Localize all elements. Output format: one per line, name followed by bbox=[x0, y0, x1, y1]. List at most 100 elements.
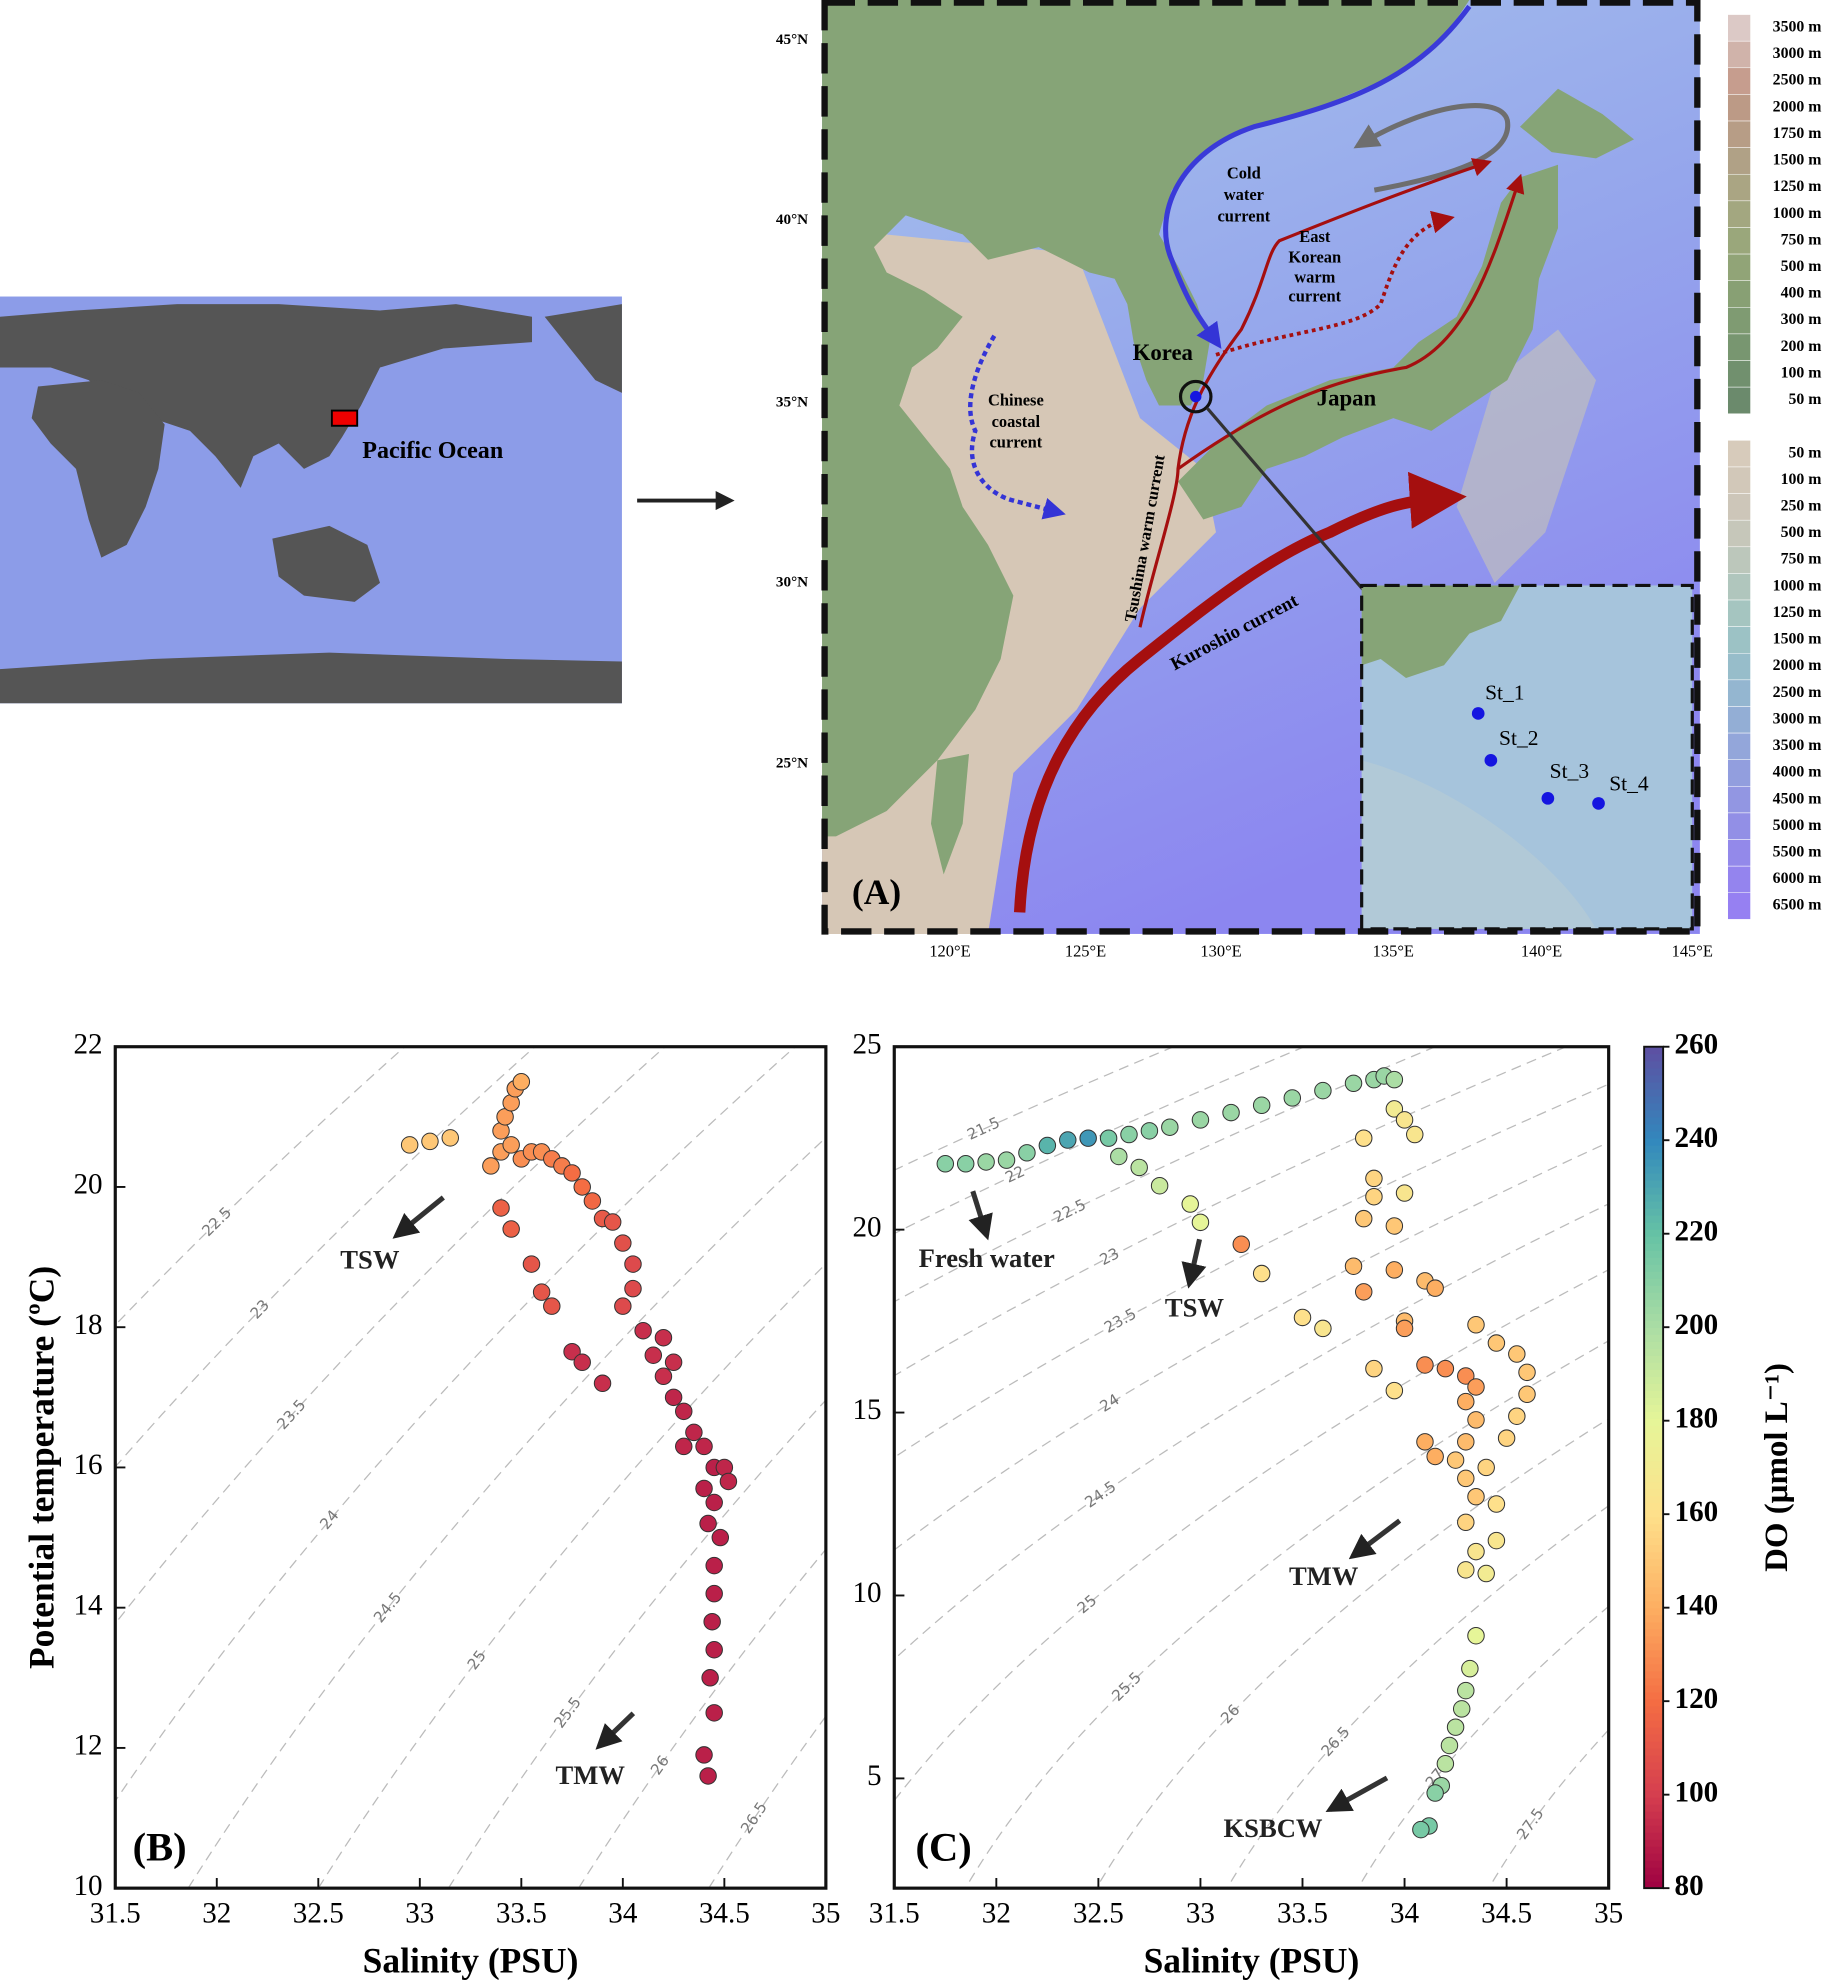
legend-label: 2000 m bbox=[1773, 98, 1822, 115]
legend-label: 2500 m bbox=[1773, 684, 1822, 701]
annotation: Fresh water bbox=[919, 1243, 1055, 1273]
annotation: TSW bbox=[1165, 1292, 1225, 1322]
chinese-coastal-current bbox=[968, 334, 1066, 520]
colorbar-step bbox=[1644, 1881, 1664, 1889]
x-tick-label: 32.5 bbox=[293, 1898, 344, 1930]
place-label: Korea bbox=[1133, 340, 1194, 365]
data-point bbox=[1467, 1626, 1485, 1645]
study-site-circle bbox=[1178, 379, 1213, 414]
data-point bbox=[1110, 1147, 1128, 1166]
data-point bbox=[685, 1423, 703, 1442]
data-point bbox=[1344, 1257, 1363, 1275]
colorbar-step bbox=[1644, 1327, 1664, 1335]
data-point bbox=[1314, 1081, 1332, 1100]
legend-label: 2500 m bbox=[1773, 72, 1822, 89]
isopycnal bbox=[447, 1399, 826, 1889]
colorbar-step bbox=[1644, 1495, 1664, 1504]
annotation-arrow bbox=[595, 1711, 636, 1750]
data-point bbox=[1395, 1319, 1414, 1338]
isopycnal bbox=[187, 1136, 826, 1889]
annotation-arrow bbox=[1348, 1518, 1402, 1560]
colorbar-step bbox=[1644, 1229, 1664, 1237]
colorbar-step bbox=[1644, 1782, 1664, 1791]
x-tick-label: 33.5 bbox=[496, 1898, 547, 1930]
colorbar-step bbox=[1644, 1572, 1664, 1581]
shelf-japan bbox=[1456, 329, 1596, 583]
data-point bbox=[1446, 1451, 1465, 1469]
data-point bbox=[695, 1746, 713, 1764]
data-point bbox=[695, 1437, 713, 1456]
data-point bbox=[1293, 1308, 1312, 1327]
data-point bbox=[614, 1297, 632, 1315]
colorbar-step bbox=[1644, 1172, 1664, 1181]
data-point bbox=[705, 1493, 723, 1512]
current-label: current bbox=[1288, 287, 1341, 306]
colorbar-step bbox=[1644, 1278, 1664, 1286]
data-point bbox=[705, 1584, 723, 1603]
colorbar-frame bbox=[1643, 1045, 1665, 1890]
data-point bbox=[699, 1767, 717, 1785]
annotation: TMW bbox=[1289, 1561, 1359, 1591]
y-axis-label: Potential temperature (ºC) bbox=[22, 1266, 62, 1669]
legend-label: 50 m bbox=[1788, 444, 1821, 461]
station-label: St_2 bbox=[1499, 726, 1538, 750]
legend-label: 1500 m bbox=[1773, 152, 1822, 169]
colorbar-step bbox=[1644, 1439, 1664, 1448]
taiwan bbox=[931, 753, 969, 875]
data-point bbox=[532, 1283, 551, 1301]
data-point bbox=[1365, 1187, 1383, 1206]
x-tick-label: 34 bbox=[1390, 1898, 1420, 1930]
depth-legend: 3500 m 3000 m 2500 m 2000 m 1750 m 1500 m 1250… bbox=[1727, 14, 1822, 920]
data-point bbox=[1140, 1122, 1159, 1140]
data-point bbox=[502, 1220, 520, 1238]
legend-swatch bbox=[1727, 732, 1751, 760]
colorbar-step bbox=[1644, 1313, 1664, 1321]
colorbar-step bbox=[1644, 1726, 1664, 1735]
data-point bbox=[624, 1279, 642, 1298]
plot-frame bbox=[892, 1045, 1611, 1890]
data-point bbox=[1452, 1700, 1471, 1718]
study-site bbox=[1190, 390, 1202, 403]
data-point bbox=[1487, 1495, 1506, 1513]
legend-swatch bbox=[1727, 759, 1751, 787]
annotation: TSW bbox=[340, 1244, 400, 1274]
legend-swatch bbox=[1727, 227, 1751, 255]
colorbar-tick-label: 160 bbox=[1675, 1496, 1719, 1528]
colorbar-step bbox=[1644, 1860, 1664, 1868]
data-point bbox=[654, 1328, 673, 1347]
data-point bbox=[421, 1132, 439, 1151]
colorbar-step bbox=[1644, 1411, 1664, 1419]
data-point bbox=[701, 1669, 719, 1687]
data-point bbox=[1130, 1158, 1148, 1177]
data-point bbox=[1477, 1458, 1495, 1477]
x-tick-label: 34.5 bbox=[699, 1898, 750, 1930]
colorbar-tick-label: 100 bbox=[1675, 1776, 1719, 1808]
japan-land bbox=[1178, 164, 1558, 520]
data-point bbox=[664, 1353, 683, 1372]
colorbar-step bbox=[1644, 1768, 1664, 1777]
colorbar-step bbox=[1644, 1656, 1664, 1665]
colorbar-tick-label: 180 bbox=[1675, 1402, 1719, 1434]
data-point bbox=[1436, 1359, 1455, 1378]
legend-swatch bbox=[1727, 706, 1751, 734]
colorbar-step bbox=[1644, 1832, 1664, 1840]
colorbar-step bbox=[1644, 1264, 1664, 1272]
data-point bbox=[1467, 1411, 1485, 1429]
data-point bbox=[1079, 1129, 1097, 1147]
y-tick-label: 12 bbox=[73, 1730, 102, 1762]
colorbar-step bbox=[1644, 1285, 1664, 1293]
annotation-arrow bbox=[1181, 1238, 1207, 1289]
mainland bbox=[822, 0, 1470, 837]
place-label: Japan bbox=[1317, 386, 1377, 411]
colorbar-step bbox=[1644, 1642, 1664, 1651]
colorbar-step bbox=[1644, 1334, 1664, 1342]
data-point bbox=[644, 1346, 663, 1364]
colorbar-step bbox=[1644, 1158, 1664, 1167]
data-point bbox=[502, 1136, 520, 1154]
legend-label: 5000 m bbox=[1773, 817, 1822, 834]
data-point bbox=[1344, 1074, 1363, 1093]
colorbar-step bbox=[1644, 1719, 1664, 1728]
data-point bbox=[1191, 1111, 1210, 1129]
legend-label: 50 m bbox=[1788, 391, 1821, 408]
